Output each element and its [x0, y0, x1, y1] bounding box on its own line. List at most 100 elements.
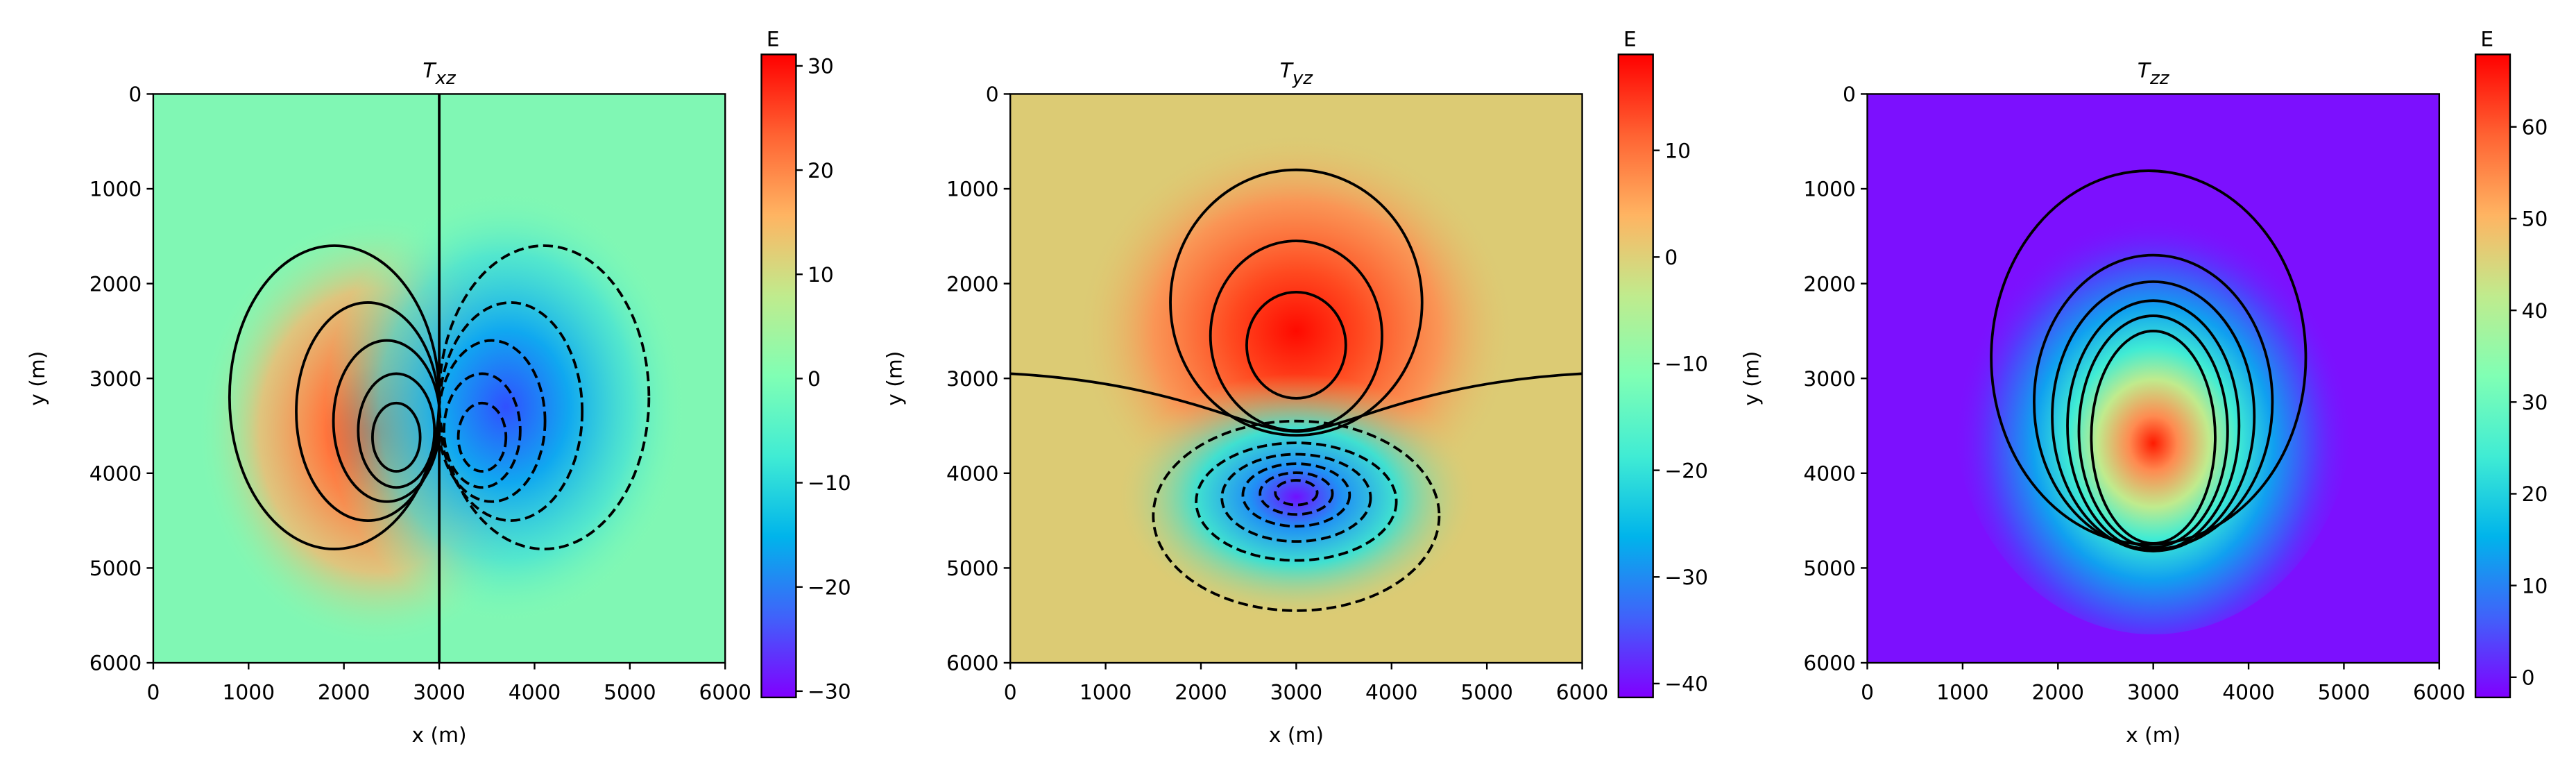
- colorbar-tick-label: 10: [808, 263, 834, 287]
- colorbar-tick-label: 20: [808, 159, 834, 183]
- contour-dashed: [443, 372, 522, 489]
- contour: [1169, 168, 1424, 437]
- colorbar-label: E: [1623, 28, 1637, 52]
- colorbar: [1617, 53, 1654, 699]
- contour: [2090, 330, 2217, 545]
- x-tick-label: 2000: [318, 680, 370, 704]
- contour: [332, 339, 440, 503]
- x-tick-label: 6000: [2413, 680, 2466, 704]
- colorbar: [2474, 53, 2511, 699]
- plot-area: [1867, 94, 2439, 663]
- x-tick-label: 2000: [1175, 680, 1227, 704]
- y-tick-label: 6000: [1803, 652, 1856, 676]
- colorbar-tick-label: 50: [2522, 208, 2548, 232]
- x-tick-label: 0: [1004, 680, 1017, 704]
- y-tick-label: 6000: [89, 652, 142, 676]
- colorbar-tick-label: −20: [1664, 459, 1708, 483]
- contours-negative: [439, 244, 651, 550]
- colorbar-tick-label: 10: [2522, 574, 2548, 598]
- colorbar-tick-label: −30: [808, 680, 851, 704]
- x-tick-label: 4000: [1365, 680, 1418, 704]
- y-tick-label: 0: [128, 83, 142, 107]
- contour: [357, 372, 436, 489]
- x-tick-label: 4000: [2222, 680, 2275, 704]
- y-tick-label: 5000: [946, 557, 999, 581]
- contour: [1245, 291, 1347, 400]
- contour: [371, 401, 422, 473]
- x-tick-label: 6000: [1556, 680, 1609, 704]
- contour-dashed: [1274, 479, 1319, 507]
- x-tick-label: 3000: [2127, 680, 2180, 704]
- colorbar-tick-label: 10: [1664, 139, 1691, 163]
- x-tick-label: 1000: [1936, 680, 1989, 704]
- contour: [2077, 314, 2229, 549]
- field-blob: [1115, 373, 1478, 620]
- contour-dashed: [457, 401, 508, 473]
- colorbar-tick-label: 60: [2522, 116, 2548, 140]
- y-tick-label: 1000: [1803, 178, 1856, 202]
- contour-zero: [1010, 372, 1583, 433]
- colorbar-label: E: [767, 28, 780, 52]
- colorbar-tick-label: −40: [1664, 673, 1708, 697]
- colorbar-tick-label: −10: [1664, 353, 1708, 377]
- field-blob: [325, 189, 688, 625]
- title-symbol: T: [1280, 59, 1295, 83]
- contour-dashed: [1220, 453, 1372, 543]
- contour: [295, 301, 440, 522]
- x-tick-label: 5000: [2318, 680, 2371, 704]
- y-tick-label: 4000: [946, 462, 999, 486]
- colorbar-tick-label: 0: [1664, 246, 1678, 270]
- colorbar-tick-label: −10: [808, 471, 851, 496]
- axes-title: Tzz: [2138, 59, 2170, 90]
- y-tick-label: 6000: [946, 652, 999, 676]
- field-blob: [1953, 179, 2354, 635]
- x-tick-label: 3000: [413, 680, 466, 704]
- plot-area: [1010, 94, 1583, 663]
- colorbar-label: E: [2480, 28, 2493, 52]
- x-tick-label: 2000: [2032, 680, 2085, 704]
- title-symbol: T: [2138, 59, 2152, 83]
- title-symbol: T: [423, 59, 437, 83]
- y-tick-label: 4000: [1803, 462, 1856, 486]
- y-tick-label: 3000: [89, 367, 142, 391]
- y-tick-label: 1000: [89, 178, 142, 202]
- contour-dashed: [439, 301, 584, 522]
- contour-dashed: [1195, 441, 1398, 562]
- x-axis-label: x (m): [412, 723, 467, 747]
- axes-title: Tyz: [1280, 59, 1314, 90]
- contour-dashed: [439, 244, 651, 550]
- y-tick-label: 2000: [946, 272, 999, 296]
- y-axis-label: y (m): [26, 351, 50, 406]
- axes-title: Txz: [423, 59, 457, 90]
- y-tick-label: 4000: [89, 462, 142, 486]
- y-tick-label: 3000: [1803, 367, 1856, 391]
- x-tick-label: 1000: [223, 680, 275, 704]
- contour: [2033, 253, 2274, 550]
- y-tick-label: 0: [1843, 83, 1856, 107]
- y-tick-label: 1000: [946, 178, 999, 202]
- y-axis-label: y (m): [882, 351, 907, 406]
- y-tick-label: 5000: [1803, 557, 1856, 581]
- colorbar: [760, 53, 797, 699]
- colorbar-tick-label: 0: [808, 367, 821, 391]
- title-subscript: yz: [1292, 68, 1313, 89]
- y-tick-label: 3000: [946, 367, 999, 391]
- x-tick-label: 0: [146, 680, 160, 704]
- x-tick-label: 1000: [1080, 680, 1132, 704]
- plot-area: [153, 94, 726, 663]
- y-tick-label: 0: [986, 83, 999, 107]
- y-axis-label: y (m): [1740, 351, 1764, 406]
- colorbar-tick-label: 40: [2522, 299, 2548, 323]
- x-tick-label: 6000: [699, 680, 751, 704]
- x-tick-label: 4000: [509, 680, 561, 704]
- x-axis-label: x (m): [2126, 723, 2181, 747]
- x-tick-label: 3000: [1270, 680, 1323, 704]
- colorbar-tick-label: −20: [808, 575, 851, 600]
- colorbar-tick-label: 30: [2522, 391, 2548, 415]
- contour: [2066, 299, 2241, 552]
- x-tick-label: 5000: [604, 680, 656, 704]
- contour-dashed: [439, 339, 547, 503]
